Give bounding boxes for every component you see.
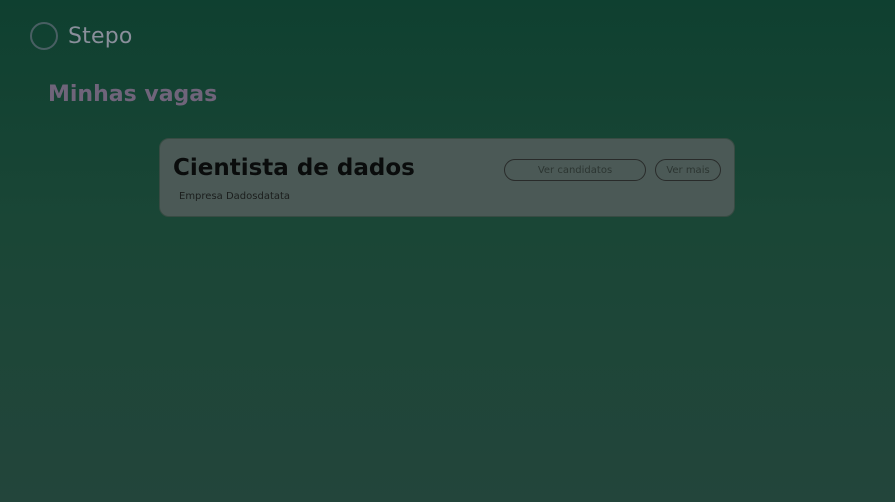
top-bar: Stepo [30, 22, 133, 50]
job-title: Cientista de dados [173, 155, 415, 181]
job-card[interactable]: Cientista de dados Empresa Dadosdatata V… [159, 138, 735, 217]
page-title: Minhas vagas [48, 82, 218, 107]
brand-label[interactable]: Stepo [68, 23, 133, 49]
view-candidates-button[interactable]: Ver candidatos [504, 159, 646, 181]
logo-circle-icon[interactable] [30, 22, 58, 50]
view-details-button[interactable]: Ver mais [655, 159, 721, 181]
job-company: Empresa Dadosdatata [179, 191, 291, 202]
